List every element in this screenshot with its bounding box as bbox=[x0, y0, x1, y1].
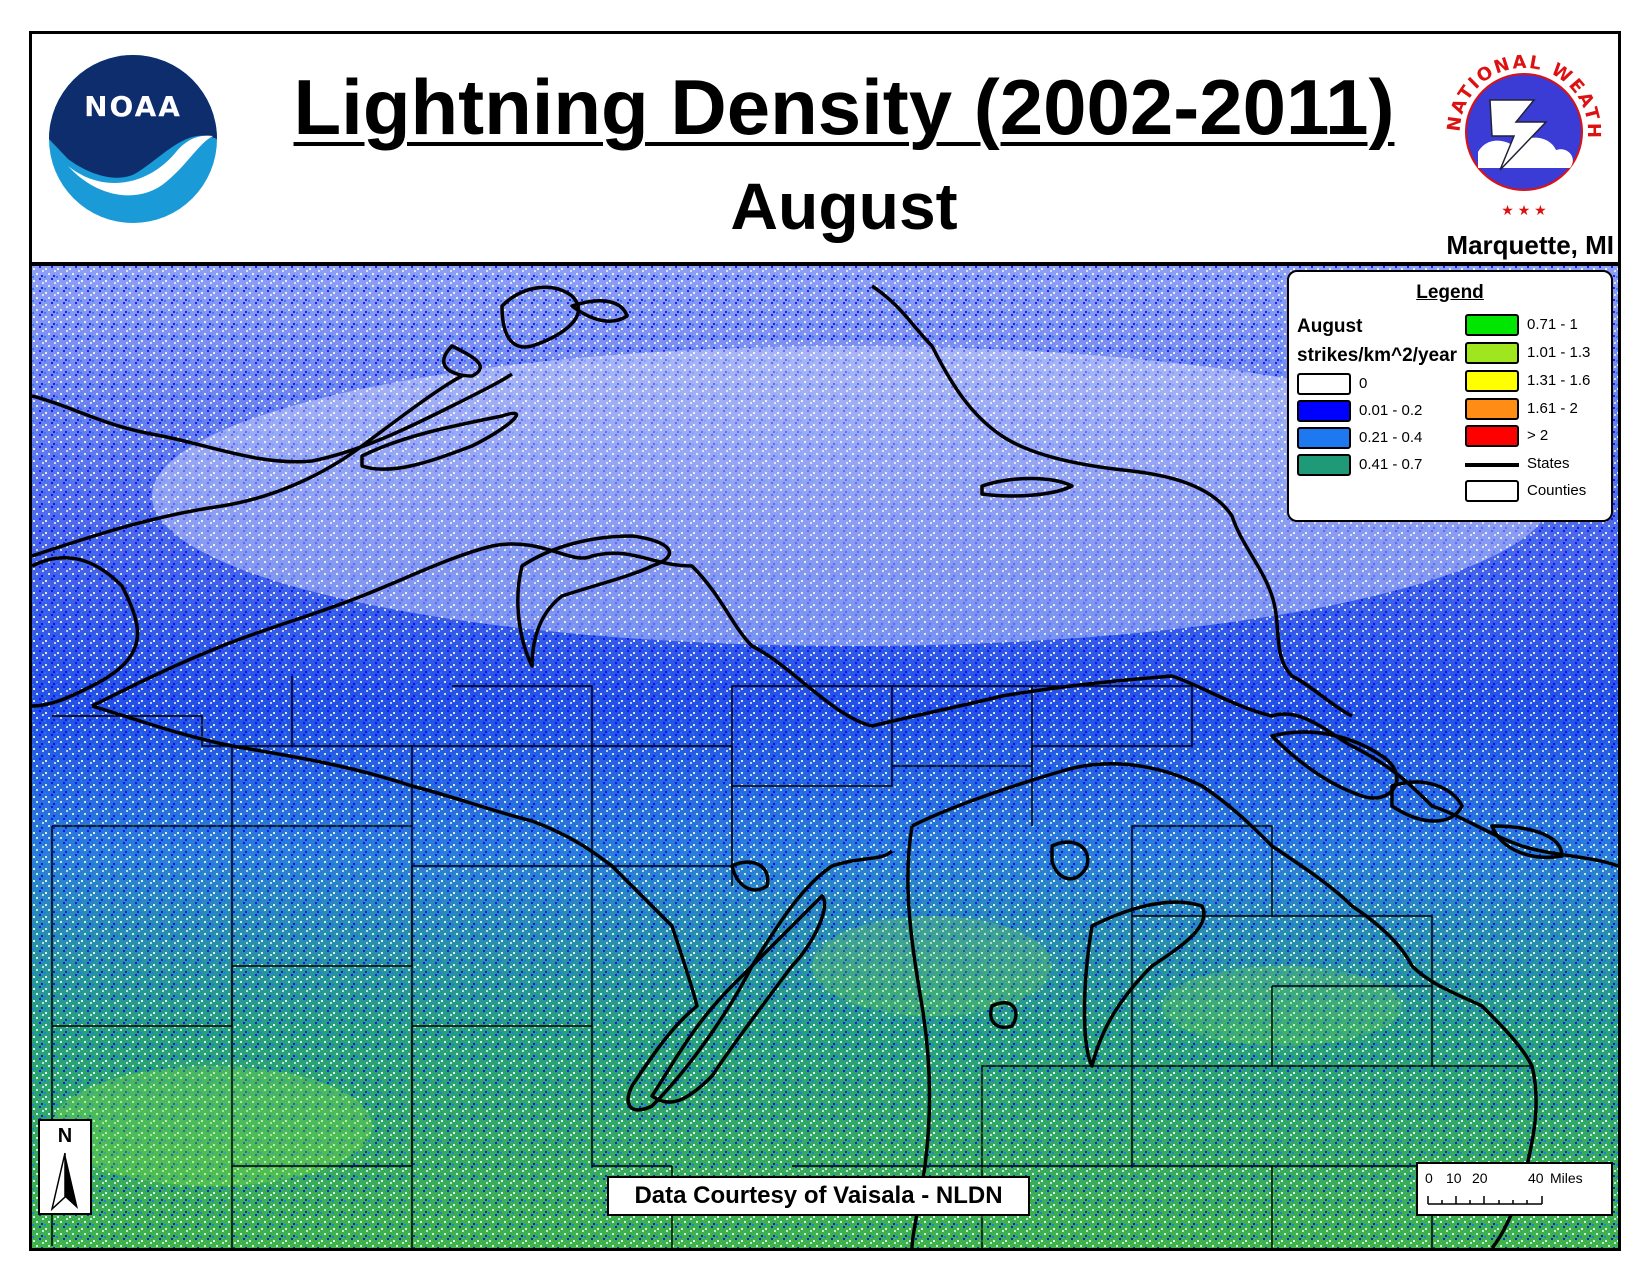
legend-swatch-3 bbox=[1297, 454, 1351, 476]
scale-tick-0: 0 bbox=[1425, 1170, 1433, 1186]
state-and-shoreline-boundaries bbox=[32, 284, 1618, 1248]
legend-counties-label: Counties bbox=[1527, 482, 1587, 499]
hotspot-east bbox=[1162, 966, 1402, 1046]
legend-states-label: States bbox=[1527, 455, 1570, 472]
legend-swatch-2 bbox=[1297, 427, 1351, 449]
legend-swatch-5 bbox=[1465, 342, 1519, 364]
legend-label-7: 1.61 - 2 bbox=[1527, 400, 1578, 417]
legend-swatch-0 bbox=[1297, 373, 1351, 395]
legend-month: August bbox=[1297, 316, 1363, 337]
map-title: Lightning Density (2002-2011) bbox=[293, 63, 1395, 151]
legend-label-5: 1.01 - 1.3 bbox=[1527, 344, 1591, 361]
legend-label-0: 0 bbox=[1359, 375, 1368, 392]
legend-label-3: 0.41 - 0.7 bbox=[1359, 456, 1423, 473]
noaa-logo-text: NOAA bbox=[84, 90, 182, 123]
noaa-logo: NOAA bbox=[49, 55, 217, 223]
legend-counties-box bbox=[1465, 480, 1519, 502]
legend-swatch-1 bbox=[1297, 400, 1351, 422]
map-legend: Legend August strikes/km^2/year 0 0.01 -… bbox=[1287, 270, 1613, 522]
scale-tick-40: 40 bbox=[1528, 1170, 1544, 1186]
lake-superior-low-density bbox=[152, 346, 1552, 646]
data-credit: Data Courtesy of Vaisala - NLDN bbox=[607, 1176, 1030, 1216]
north-arrow: N bbox=[38, 1119, 92, 1215]
map-header: NOAA Lightning Density (2002-2011) Augus… bbox=[32, 34, 1618, 266]
legend-states-line bbox=[1465, 463, 1519, 467]
legend-swatch-4 bbox=[1465, 314, 1519, 336]
legend-units: strikes/km^2/year bbox=[1297, 345, 1458, 366]
north-arrow-icon bbox=[50, 1152, 78, 1212]
map-subtitle: August bbox=[730, 169, 958, 243]
hotspot-central bbox=[812, 916, 1052, 1016]
legend-swatch-6 bbox=[1465, 370, 1519, 392]
legend-label-1: 0.01 - 0.2 bbox=[1359, 402, 1423, 419]
scale-unit: Miles bbox=[1550, 1170, 1583, 1186]
hotspot-southwest bbox=[52, 1066, 372, 1186]
office-label: Marquette, MI bbox=[1446, 230, 1614, 260]
nws-logo: NATIONAL WEATHER SERVICE ★ ★ ★ bbox=[1438, 40, 1602, 218]
north-arrow-label: N bbox=[57, 1125, 73, 1147]
legend-title: Legend bbox=[1416, 282, 1484, 303]
legend-label-8: > 2 bbox=[1527, 427, 1549, 444]
scale-bar-graphic bbox=[1427, 1196, 1543, 1205]
legend-swatch-8 bbox=[1465, 425, 1519, 447]
legend-label-4: 0.71 - 1 bbox=[1527, 316, 1578, 333]
legend-label-2: 0.21 - 0.4 bbox=[1359, 429, 1423, 446]
scale-tick-20: 20 bbox=[1472, 1170, 1488, 1186]
map-layout-frame: NOAA Lightning Density (2002-2011) Augus… bbox=[29, 31, 1621, 1251]
scale-tick-10: 10 bbox=[1446, 1170, 1462, 1186]
legend-swatch-7 bbox=[1465, 398, 1519, 420]
legend-label-6: 1.31 - 1.6 bbox=[1527, 372, 1591, 389]
svg-text:★ ★ ★: ★ ★ ★ bbox=[1501, 202, 1546, 218]
scale-bar: 0 10 20 40 Miles bbox=[1416, 1162, 1613, 1216]
